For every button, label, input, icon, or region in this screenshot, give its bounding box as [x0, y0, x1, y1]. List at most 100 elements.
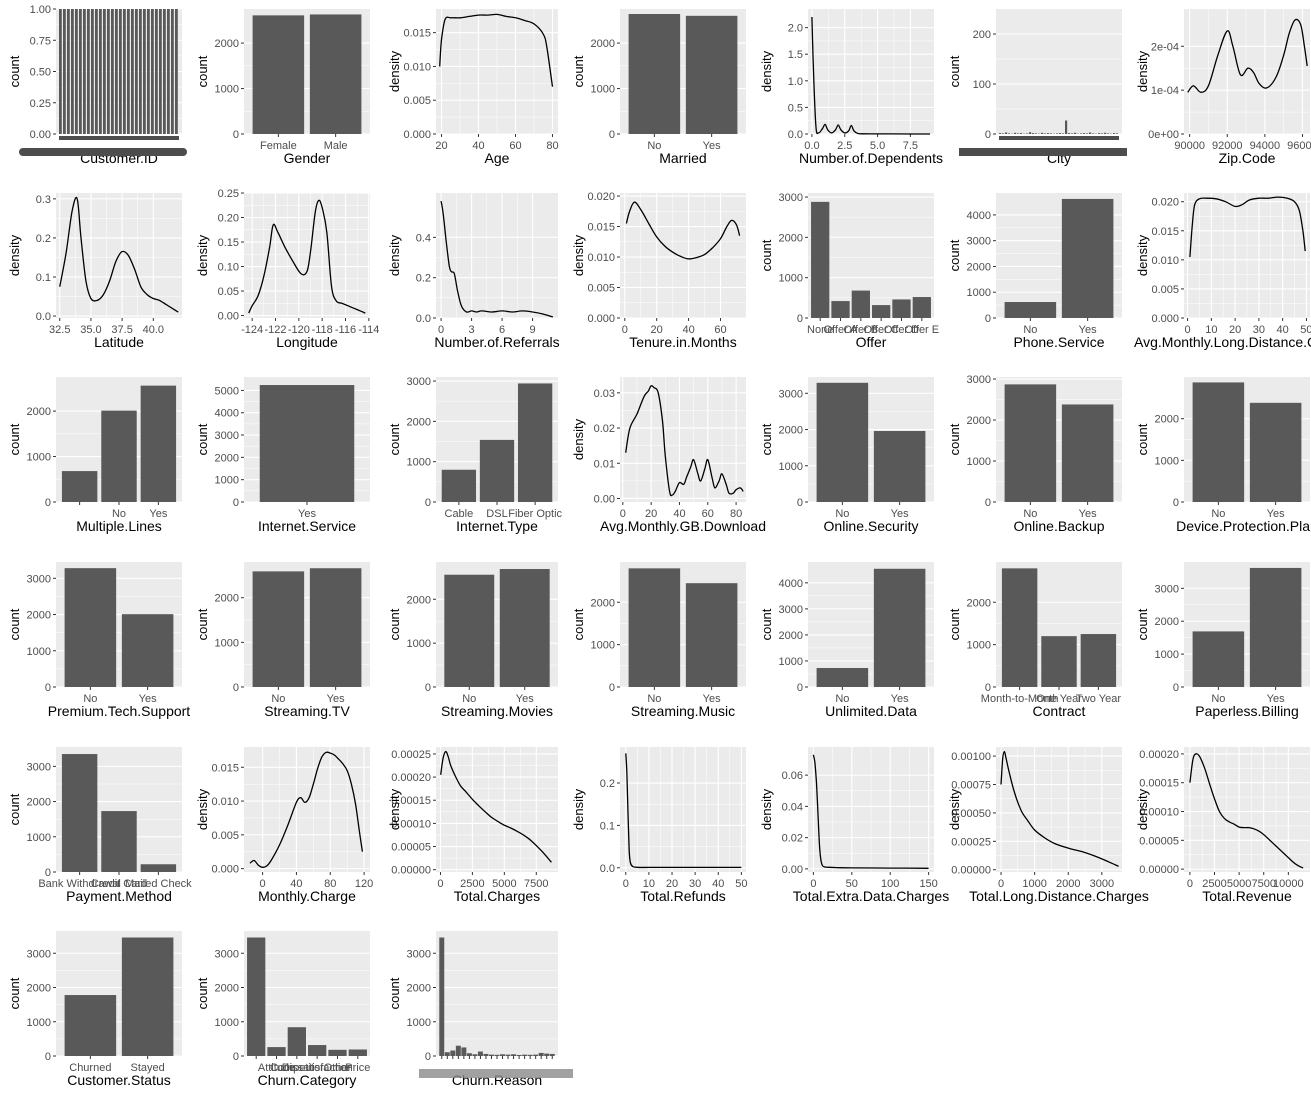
y-tick-label: 0.2 — [36, 233, 51, 245]
x-tick-label: 20 — [435, 140, 447, 152]
bar — [59, 9, 62, 134]
x-tick-label: 0 — [622, 324, 628, 336]
chart-total-revenue: 0.000000.000050.000100.000150.00020densi… — [1128, 738, 1311, 918]
bar — [1008, 133, 1010, 134]
x-axis-label: Tenure.in.Months — [629, 334, 736, 350]
y-tick-label: 2000 — [27, 983, 51, 995]
bar — [1092, 133, 1094, 134]
y-axis-label: count — [7, 608, 22, 640]
x-axis-label: Payment.Method — [66, 888, 172, 904]
bar — [83, 9, 86, 134]
y-tick-label: 0.04 — [782, 801, 803, 813]
bar-offer-b — [852, 291, 870, 318]
bar-yes — [1250, 403, 1302, 502]
x-axis-label: Total.Refunds — [640, 888, 726, 904]
chart-customer-status: 0100020003000countCustomer.StatusChurned… — [0, 922, 184, 1102]
y-tick-label: 0.000 — [403, 129, 431, 141]
y-tick-label: 1.00 — [30, 4, 51, 16]
y-axis-label: count — [759, 608, 774, 640]
chart-tenure-in-months: 0.0000.0050.0100.0150.020densityTenure.i… — [564, 184, 748, 364]
x-tick-label: 32.5 — [49, 324, 70, 336]
y-tick-label: 3000 — [779, 604, 803, 616]
x-tick-label: 3 — [469, 324, 475, 336]
y-tick-label: 1000 — [591, 640, 615, 652]
y-tick-label: 0.0 — [36, 311, 51, 323]
y-tick-label: 3000 — [967, 236, 991, 248]
y-tick-label: 0.2 — [416, 273, 431, 285]
y-tick-label: 0.010 — [211, 796, 239, 808]
x-axis-label: Total.Charges — [454, 888, 540, 904]
y-axis-label: count — [571, 608, 586, 640]
y-tick-label: 4000 — [215, 408, 239, 420]
y-tick-label: 3000 — [27, 948, 51, 960]
x-tick-label: 2500 — [460, 878, 484, 890]
x-tick-label: 50 — [846, 878, 858, 890]
bar — [1101, 133, 1103, 134]
chart-number-of-dependents: 0.00.51.01.52.0densityNumber.of.Dependen… — [752, 0, 936, 180]
bar — [539, 1053, 544, 1056]
chart-total-charges: 0.000000.000050.000100.000150.000200.000… — [376, 738, 560, 918]
bar — [1083, 133, 1085, 134]
y-tick-label: 3000 — [779, 192, 803, 204]
y-tick-label: 3000 — [1155, 583, 1179, 595]
y-tick-label: 0.020 — [587, 191, 615, 203]
x-tick-label: 7.5 — [903, 140, 918, 152]
bar-yes — [310, 568, 362, 687]
x-tick-label: Yes — [327, 693, 345, 705]
y-tick-label: 0.01 — [594, 458, 615, 470]
y-tick-label: 0.5 — [788, 102, 803, 114]
y-axis-label: count — [759, 423, 774, 455]
y-tick-label: 0 — [797, 682, 803, 694]
x-tick-label: No — [835, 693, 849, 705]
plot-background — [996, 9, 1122, 134]
x-tick-label: 30 — [689, 878, 701, 890]
x-axis-label: Multiple.Lines — [76, 518, 162, 534]
x-tick-label: 40 — [290, 878, 302, 890]
x-tick-label: 40 — [673, 508, 685, 520]
y-tick-label: 1000 — [591, 84, 615, 96]
bar — [131, 9, 134, 134]
y-tick-label: 0.0 — [600, 863, 615, 875]
bar — [522, 1055, 527, 1056]
x-tick-label: Offer E — [904, 324, 939, 336]
y-tick-label: 0.005 — [211, 830, 239, 842]
bar-yes — [686, 583, 738, 687]
x-tick-label: 60 — [714, 324, 726, 336]
y-tick-label: 0.0 — [788, 129, 803, 141]
bar-yes — [874, 569, 926, 687]
bar — [111, 9, 114, 134]
x-axis-label: Number.of.Referrals — [434, 334, 559, 350]
y-tick-label: 0.1 — [600, 820, 615, 832]
chart-longitude: 0.000.050.100.150.200.25densityLongitude… — [188, 184, 372, 364]
bar-stayed — [122, 938, 174, 1056]
bar — [1074, 133, 1076, 134]
y-tick-label: 2000 — [967, 415, 991, 427]
y-tick-label: 2000 — [215, 983, 239, 995]
bar — [467, 1053, 472, 1056]
bar — [511, 1054, 516, 1056]
bar-dissatisfaction — [308, 1045, 326, 1056]
x-tick-label: 5000 — [1227, 878, 1251, 890]
plot-background — [244, 193, 370, 318]
x-tick-label: 0 — [438, 324, 444, 336]
bar — [167, 9, 170, 134]
y-axis-label: count — [1135, 608, 1150, 640]
y-tick-label: 2000 — [407, 416, 431, 428]
x-axis-label: Contract — [1033, 703, 1086, 719]
bar-yes — [1250, 568, 1302, 687]
bar-cable — [442, 470, 476, 502]
y-tick-label: 0.015 — [211, 762, 239, 774]
x-tick-label: No — [83, 693, 97, 705]
bar — [544, 1054, 549, 1056]
x-axis-label: Paperless.Billing — [1195, 703, 1299, 719]
